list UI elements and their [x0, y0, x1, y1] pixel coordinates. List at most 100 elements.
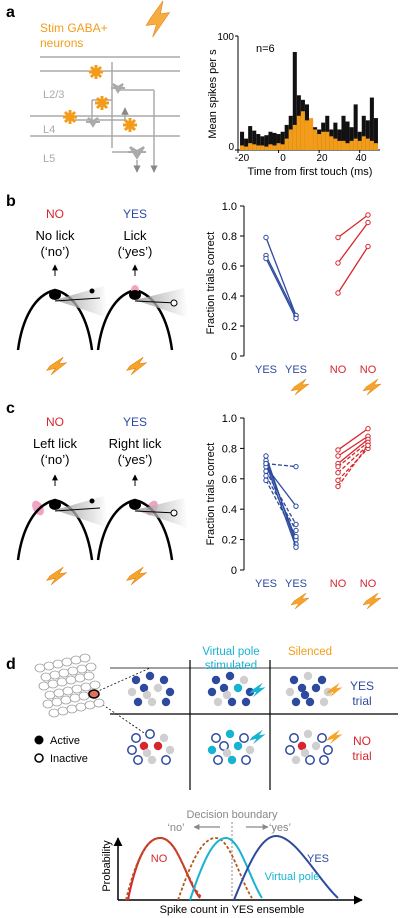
chartB-ytick-0: 0 — [231, 351, 237, 363]
chartB-xtick-2: NO — [330, 364, 347, 376]
chartC-pair-line-9 — [337, 435, 369, 457]
cluster-cell-15 — [65, 675, 77, 685]
hist-bar-s0-33 — [373, 118, 378, 150]
cluster-cell-31 — [57, 706, 69, 716]
chartC-pair-line-10 — [337, 438, 369, 465]
hist-bar-s1-20 — [321, 131, 326, 150]
ensemble-cell-1-3 — [207, 687, 217, 697]
chartC-ytick-5: 1.0 — [222, 413, 237, 425]
virtual-pole-curve-label: Virtual pole — [265, 871, 320, 883]
orange-neuron-3 — [95, 96, 109, 110]
ensemble-cell-2-10 — [300, 690, 310, 700]
hist-bar-s0-9 — [276, 134, 281, 150]
c-left-line1: Left lick — [33, 436, 78, 451]
ensemble-cell-3-2 — [159, 733, 169, 743]
chartC-point-b-3 — [293, 503, 299, 509]
hist-bar-s0-8 — [272, 132, 277, 150]
hist-bar-s1-7 — [268, 144, 273, 150]
c-mouse-left — [16, 496, 108, 561]
chartB-xtick-3: NO — [360, 364, 377, 376]
ensemble-cell-2-1 — [303, 671, 313, 681]
chartC-point-a-5 — [263, 468, 269, 474]
cluster-cell-10 — [76, 664, 88, 674]
ensemble-cell-2-9 — [319, 697, 329, 707]
ensemble-cell-4-6 — [245, 745, 255, 755]
cluster-cell-6 — [40, 672, 52, 682]
gray-neuron-1 — [111, 83, 125, 94]
chartC-point-b-2 — [293, 544, 299, 550]
panel-c-letter: c — [6, 400, 15, 417]
hist-bar-s1-17 — [309, 118, 314, 150]
hist-bar-s0-24 — [337, 129, 342, 150]
d-bolt-row2-col2-icon — [249, 729, 266, 745]
ensemble-cell-2-0 — [289, 675, 299, 685]
d-bolt-row2-col3-icon — [326, 729, 343, 745]
ensemble-cell-2-2 — [317, 675, 327, 685]
chartC-xtick-2: NO — [330, 578, 347, 590]
cluster-highlight-cell — [88, 689, 100, 699]
hist-bar-s1-14 — [296, 115, 301, 150]
chartC-pair-line-13 — [337, 447, 369, 481]
ensemble-cell-1-2 — [239, 675, 249, 685]
hist-bar-s1-28 — [353, 138, 358, 150]
cluster-cell-4 — [70, 655, 82, 665]
hist-bar-s1-18 — [313, 129, 318, 150]
decision-boundary-label: Decision boundary — [186, 809, 278, 821]
virtual-pole-curve — [189, 836, 263, 901]
cluster-cell-19 — [53, 688, 65, 698]
ensemble-cell-0-0 — [131, 675, 141, 685]
layer-label-l5: L5 — [43, 153, 55, 165]
no-curve-label: NO — [151, 853, 168, 865]
hist-n-label: n=6 — [256, 43, 275, 55]
ensemble-cell-4-5 — [233, 741, 243, 751]
ensemble-cell-3-10 — [142, 748, 152, 758]
hist-bar-s1-0 — [240, 145, 245, 150]
cluster-cell-11 — [85, 662, 97, 672]
chartC-pair-line-2 — [265, 463, 297, 548]
chartC-point-a-9 — [335, 453, 341, 459]
c-right-line2: (‘yes’) — [118, 452, 153, 467]
cluster-cell-24 — [42, 699, 54, 709]
chartB-ytick-5: 1.0 — [222, 201, 237, 213]
row-yes-line1: YES — [350, 679, 374, 693]
hist-bar-s0-6 — [264, 135, 269, 150]
ensemble-cell-0-8 — [147, 697, 157, 707]
chartB-ytick-3: 0.6 — [222, 261, 237, 273]
chartB-point-b-4 — [365, 219, 371, 226]
hist-bar-s1-2 — [248, 143, 253, 150]
ensemble-cell-3-9 — [161, 755, 171, 765]
chartB-point-a-4 — [335, 260, 341, 266]
c-left-line2: (‘no’) — [41, 452, 70, 467]
hist-ytick-100: 100 — [217, 32, 234, 43]
ensemble-cell-5-7 — [291, 755, 301, 765]
hist-bar-s1-32 — [369, 140, 374, 150]
chartB-point-a-3 — [335, 234, 341, 241]
ensemble-cell-0-2 — [159, 675, 169, 685]
ensemble-cell-4-3 — [207, 745, 217, 755]
chartB-ytick-1: 0.2 — [222, 321, 237, 333]
layer-label-l4: L4 — [43, 124, 55, 136]
chartC-pair-line-7 — [265, 480, 297, 537]
hist-bar-s1-23 — [333, 138, 338, 150]
chartB-point-a-0 — [263, 234, 269, 241]
ensemble-cell-0-10 — [142, 690, 152, 700]
yes-curve — [233, 834, 339, 901]
b-right-line2: (‘yes’) — [118, 244, 153, 259]
cluster-cell-35 — [93, 698, 105, 708]
ensemble-cell-3-8 — [147, 755, 157, 765]
hist-bar-s0-1 — [244, 138, 249, 150]
chartC-point-a-4 — [263, 460, 269, 467]
cluster-cell-9 — [67, 666, 79, 676]
no-quote-label: ‘no’ — [167, 822, 184, 834]
hist-bar-s1-12 — [288, 129, 293, 150]
orange-neuron-4 — [123, 118, 137, 132]
hist-bar-s1-15 — [300, 111, 305, 150]
chartC-ytick-0: 0 — [231, 565, 237, 577]
no-silenced-curve — [125, 837, 203, 901]
ensemble-cell-5-10 — [300, 748, 310, 758]
panel-a-letter: a — [6, 4, 15, 21]
ensemble-cell-5-6 — [323, 745, 333, 755]
ensemble-cell-0-6 — [165, 687, 175, 697]
hist-bar-s1-6 — [264, 146, 269, 150]
chartC-point-a-14 — [335, 483, 341, 490]
